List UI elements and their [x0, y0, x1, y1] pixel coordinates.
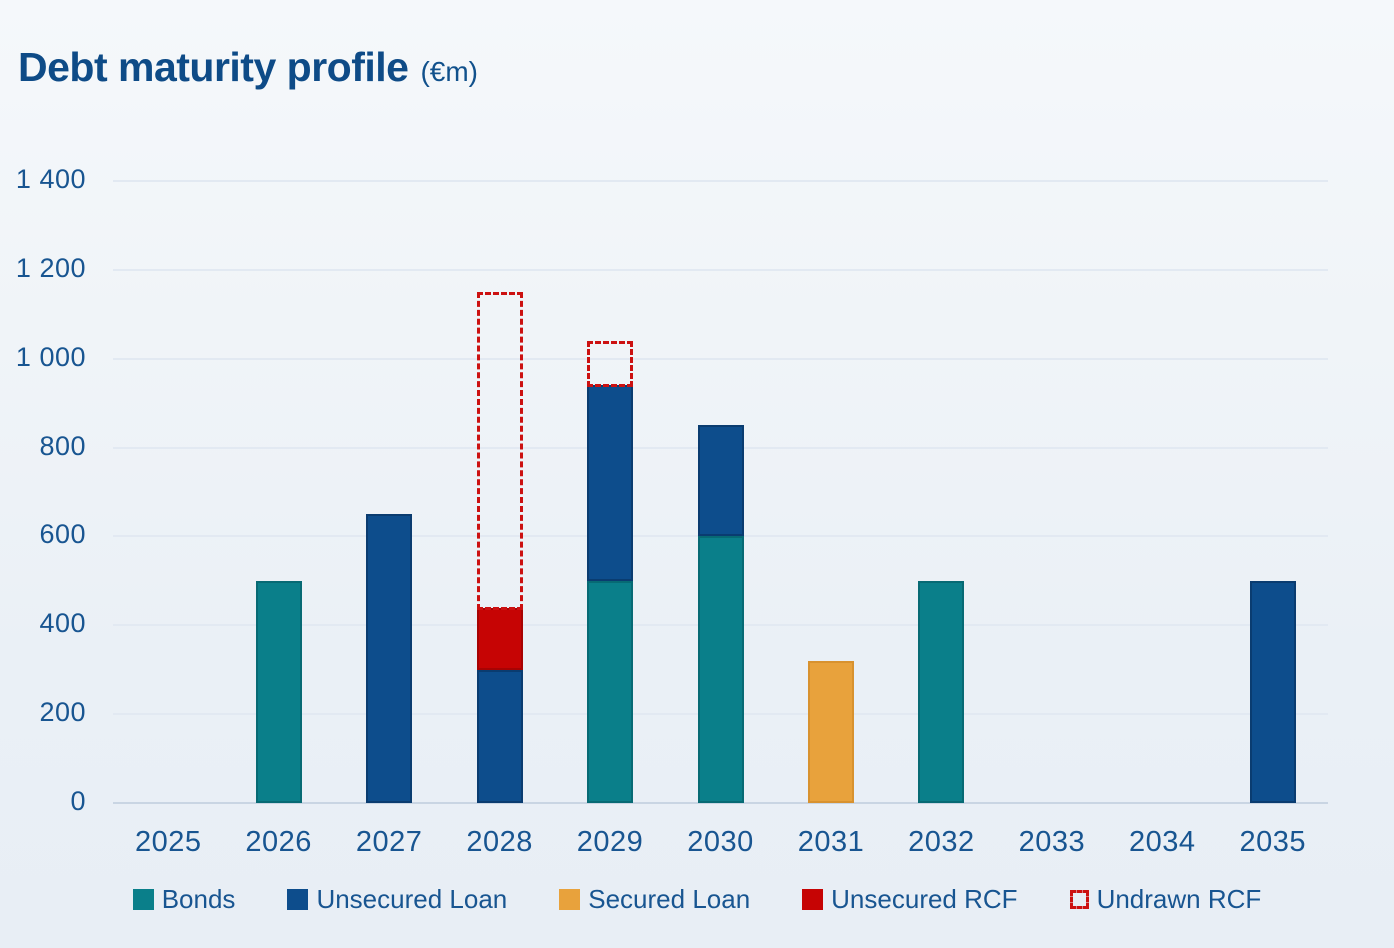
bar-segment-unsecured-loan: [476, 669, 523, 803]
legend-swatch-icon: [559, 889, 581, 910]
bar-segment-bonds: [697, 536, 744, 803]
x-tick-label: 2026: [245, 826, 312, 858]
chart-title: Debt maturity profile: [18, 44, 409, 90]
x-tick-label: 2028: [466, 826, 533, 858]
legend-label: Secured Loan: [588, 884, 751, 914]
legend-label: Undrawn RCF: [1096, 884, 1262, 914]
bar-segment-unsecured-loan: [366, 514, 413, 803]
bar-segment-dashed-undrawn-rcf: [587, 340, 634, 388]
legend-item-secured-loan: Secured Loan: [559, 884, 750, 915]
x-tick-label: 2034: [1129, 826, 1196, 858]
legend-label: Bonds: [161, 884, 236, 914]
legend-item-unsecured-rcf: Unsecured RCF: [802, 884, 1018, 915]
legend-label: Unsecured RCF: [831, 884, 1018, 914]
legend-item-undrawn-rcf: Undrawn RCF: [1069, 884, 1262, 915]
legend-swatch-icon: [287, 889, 309, 910]
y-tick-label: 1 200: [15, 252, 86, 283]
bar-segment-secured-loan: [807, 660, 854, 803]
x-tick-label: 2035: [1239, 826, 1307, 858]
x-tick-label: 2029: [576, 826, 644, 858]
y-tick-label: 600: [39, 519, 86, 550]
legend-item-bonds: Bonds: [132, 884, 236, 915]
bar-segment-unsecured-loan: [1249, 580, 1296, 803]
bar-segment-unsecured-loan: [587, 385, 634, 581]
bar-segment-bonds: [918, 580, 965, 803]
legend-label: Unsecured Loan: [316, 884, 508, 914]
legend-swatch-icon: [132, 889, 154, 910]
y-tick-label: 0: [70, 786, 86, 816]
chart-title-units: (€m): [420, 56, 478, 87]
x-tick-label: 2032: [908, 826, 975, 858]
y-tick-label: 1 000: [15, 341, 86, 372]
x-tick-label: 2033: [1018, 826, 1086, 858]
x-axis-line: [113, 802, 1328, 804]
y-tick-label: 800: [39, 430, 86, 461]
bar-segment-unsecured-rcf: [476, 607, 523, 670]
chart-legend: Bonds Unsecured Loan Secured Loan Unsecured…: [0, 884, 1394, 915]
bar-segment-dashed-undrawn-rcf: [476, 292, 523, 610]
y-tick-label: 400: [39, 608, 86, 639]
chart-title-row: Debt maturity profile (€m): [18, 44, 478, 91]
gridline: [113, 357, 1328, 360]
x-tick-label: 2027: [355, 826, 423, 858]
legend-swatch-icon: [1069, 890, 1089, 909]
bar-segment-bonds: [255, 580, 302, 803]
y-tick-label: 200: [39, 697, 86, 728]
x-tick-label: 2031: [797, 826, 865, 858]
gridline: [113, 268, 1328, 271]
y-tick-label: 1 400: [15, 164, 86, 194]
legend-swatch-icon: [802, 889, 824, 910]
gridline: [113, 180, 1328, 182]
bar-segment-unsecured-loan: [697, 425, 744, 537]
legend-item-unsecured-loan: Unsecured Loan: [287, 884, 507, 915]
x-tick-label: 2025: [134, 826, 202, 858]
bar-segment-bonds: [587, 580, 634, 803]
x-tick-label: 2030: [687, 826, 754, 858]
